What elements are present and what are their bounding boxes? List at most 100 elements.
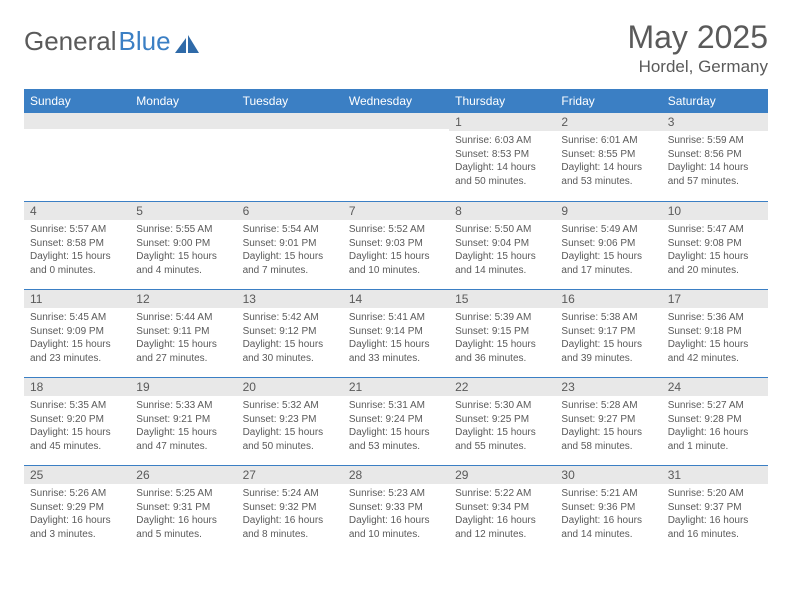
day-number: 15 — [449, 289, 555, 308]
month-title: May 2025 — [627, 20, 768, 55]
weekday-header: Friday — [555, 89, 661, 113]
day-number: 3 — [662, 113, 768, 131]
logo-sail-icon — [175, 29, 199, 47]
sunrise-line: Sunrise: 5:50 AM — [455, 223, 549, 237]
sunset-line: Sunset: 9:24 PM — [349, 413, 443, 427]
sunset-line: Sunset: 9:37 PM — [668, 501, 762, 515]
sunrise-line: Sunrise: 5:28 AM — [561, 399, 655, 413]
day-number: 5 — [130, 201, 236, 220]
calendar-day-cell: 3Sunrise: 5:59 AMSunset: 8:56 PMDaylight… — [662, 113, 768, 201]
day-details: Sunrise: 5:22 AMSunset: 9:34 PMDaylight:… — [449, 484, 555, 545]
sunrise-line: Sunrise: 5:54 AM — [243, 223, 337, 237]
weekday-header: Wednesday — [343, 89, 449, 113]
day-number: 1 — [449, 113, 555, 131]
daylight-line: Daylight: 15 hours and 39 minutes. — [561, 338, 655, 365]
daylight-line: Daylight: 14 hours and 53 minutes. — [561, 161, 655, 188]
daylight-line: Daylight: 15 hours and 27 minutes. — [136, 338, 230, 365]
day-number: 8 — [449, 201, 555, 220]
calendar-week-row: 4Sunrise: 5:57 AMSunset: 8:58 PMDaylight… — [24, 201, 768, 289]
daylight-line: Daylight: 15 hours and 10 minutes. — [349, 250, 443, 277]
day-number — [130, 113, 236, 129]
calendar-week-row: 11Sunrise: 5:45 AMSunset: 9:09 PMDayligh… — [24, 289, 768, 377]
brand-logo: GeneralBlue — [24, 26, 199, 57]
title-block: May 2025 Hordel, Germany — [627, 20, 768, 77]
calendar-day-cell: 18Sunrise: 5:35 AMSunset: 9:20 PMDayligh… — [24, 377, 130, 465]
day-details: Sunrise: 5:32 AMSunset: 9:23 PMDaylight:… — [237, 396, 343, 457]
daylight-line: Daylight: 15 hours and 23 minutes. — [30, 338, 124, 365]
sunset-line: Sunset: 9:11 PM — [136, 325, 230, 339]
day-details: Sunrise: 5:20 AMSunset: 9:37 PMDaylight:… — [662, 484, 768, 545]
location-label: Hordel, Germany — [627, 57, 768, 77]
calendar-day-cell: 13Sunrise: 5:42 AMSunset: 9:12 PMDayligh… — [237, 289, 343, 377]
calendar-day-cell: 23Sunrise: 5:28 AMSunset: 9:27 PMDayligh… — [555, 377, 661, 465]
sunrise-line: Sunrise: 5:23 AM — [349, 487, 443, 501]
day-number: 16 — [555, 289, 661, 308]
calendar-day-cell: 26Sunrise: 5:25 AMSunset: 9:31 PMDayligh… — [130, 465, 236, 553]
sunset-line: Sunset: 9:15 PM — [455, 325, 549, 339]
day-number: 12 — [130, 289, 236, 308]
sunset-line: Sunset: 9:25 PM — [455, 413, 549, 427]
calendar-day-cell: 15Sunrise: 5:39 AMSunset: 9:15 PMDayligh… — [449, 289, 555, 377]
day-details: Sunrise: 5:33 AMSunset: 9:21 PMDaylight:… — [130, 396, 236, 457]
brand-part1: General — [24, 26, 117, 57]
sunrise-line: Sunrise: 5:24 AM — [243, 487, 337, 501]
calendar-day-cell: 25Sunrise: 5:26 AMSunset: 9:29 PMDayligh… — [24, 465, 130, 553]
day-number — [343, 113, 449, 129]
calendar-day-cell: 1Sunrise: 6:03 AMSunset: 8:53 PMDaylight… — [449, 113, 555, 201]
sunset-line: Sunset: 8:55 PM — [561, 148, 655, 162]
day-number: 14 — [343, 289, 449, 308]
daylight-line: Daylight: 14 hours and 50 minutes. — [455, 161, 549, 188]
sunrise-line: Sunrise: 5:35 AM — [30, 399, 124, 413]
calendar-day-cell: 4Sunrise: 5:57 AMSunset: 8:58 PMDaylight… — [24, 201, 130, 289]
day-details: Sunrise: 5:28 AMSunset: 9:27 PMDaylight:… — [555, 396, 661, 457]
day-number: 24 — [662, 377, 768, 396]
calendar-day-cell: 2Sunrise: 6:01 AMSunset: 8:55 PMDaylight… — [555, 113, 661, 201]
calendar-week-row: 18Sunrise: 5:35 AMSunset: 9:20 PMDayligh… — [24, 377, 768, 465]
calendar-day-cell: 12Sunrise: 5:44 AMSunset: 9:11 PMDayligh… — [130, 289, 236, 377]
day-details: Sunrise: 5:54 AMSunset: 9:01 PMDaylight:… — [237, 220, 343, 281]
sunrise-line: Sunrise: 5:33 AM — [136, 399, 230, 413]
calendar-empty-cell — [237, 113, 343, 201]
day-details: Sunrise: 5:25 AMSunset: 9:31 PMDaylight:… — [130, 484, 236, 545]
sunset-line: Sunset: 9:21 PM — [136, 413, 230, 427]
day-number: 11 — [24, 289, 130, 308]
sunset-line: Sunset: 9:03 PM — [349, 237, 443, 251]
weekday-header: Tuesday — [237, 89, 343, 113]
weekday-row: SundayMondayTuesdayWednesdayThursdayFrid… — [24, 89, 768, 113]
calendar-day-cell: 6Sunrise: 5:54 AMSunset: 9:01 PMDaylight… — [237, 201, 343, 289]
day-number: 25 — [24, 465, 130, 484]
sunrise-line: Sunrise: 5:38 AM — [561, 311, 655, 325]
daylight-line: Daylight: 15 hours and 58 minutes. — [561, 426, 655, 453]
sunrise-line: Sunrise: 5:36 AM — [668, 311, 762, 325]
day-details: Sunrise: 5:47 AMSunset: 9:08 PMDaylight:… — [662, 220, 768, 281]
calendar-body: 1Sunrise: 6:03 AMSunset: 8:53 PMDaylight… — [24, 113, 768, 553]
sunrise-line: Sunrise: 5:41 AM — [349, 311, 443, 325]
weekday-header: Saturday — [662, 89, 768, 113]
calendar-day-cell: 17Sunrise: 5:36 AMSunset: 9:18 PMDayligh… — [662, 289, 768, 377]
calendar-day-cell: 21Sunrise: 5:31 AMSunset: 9:24 PMDayligh… — [343, 377, 449, 465]
day-number: 31 — [662, 465, 768, 484]
day-number: 28 — [343, 465, 449, 484]
calendar-week-row: 1Sunrise: 6:03 AMSunset: 8:53 PMDaylight… — [24, 113, 768, 201]
day-details: Sunrise: 5:36 AMSunset: 9:18 PMDaylight:… — [662, 308, 768, 369]
daylight-line: Daylight: 15 hours and 30 minutes. — [243, 338, 337, 365]
daylight-line: Daylight: 15 hours and 20 minutes. — [668, 250, 762, 277]
sunset-line: Sunset: 9:27 PM — [561, 413, 655, 427]
sunrise-line: Sunrise: 5:47 AM — [668, 223, 762, 237]
day-details: Sunrise: 6:03 AMSunset: 8:53 PMDaylight:… — [449, 131, 555, 192]
day-number: 6 — [237, 201, 343, 220]
sunset-line: Sunset: 9:04 PM — [455, 237, 549, 251]
sunrise-line: Sunrise: 5:25 AM — [136, 487, 230, 501]
daylight-line: Daylight: 15 hours and 50 minutes. — [243, 426, 337, 453]
calendar-day-cell: 16Sunrise: 5:38 AMSunset: 9:17 PMDayligh… — [555, 289, 661, 377]
sunset-line: Sunset: 9:23 PM — [243, 413, 337, 427]
day-details: Sunrise: 5:30 AMSunset: 9:25 PMDaylight:… — [449, 396, 555, 457]
day-number: 13 — [237, 289, 343, 308]
day-details: Sunrise: 5:41 AMSunset: 9:14 PMDaylight:… — [343, 308, 449, 369]
calendar-day-cell: 9Sunrise: 5:49 AMSunset: 9:06 PMDaylight… — [555, 201, 661, 289]
sunrise-line: Sunrise: 5:49 AM — [561, 223, 655, 237]
sunset-line: Sunset: 9:31 PM — [136, 501, 230, 515]
day-number: 22 — [449, 377, 555, 396]
day-number: 2 — [555, 113, 661, 131]
calendar-empty-cell — [130, 113, 236, 201]
